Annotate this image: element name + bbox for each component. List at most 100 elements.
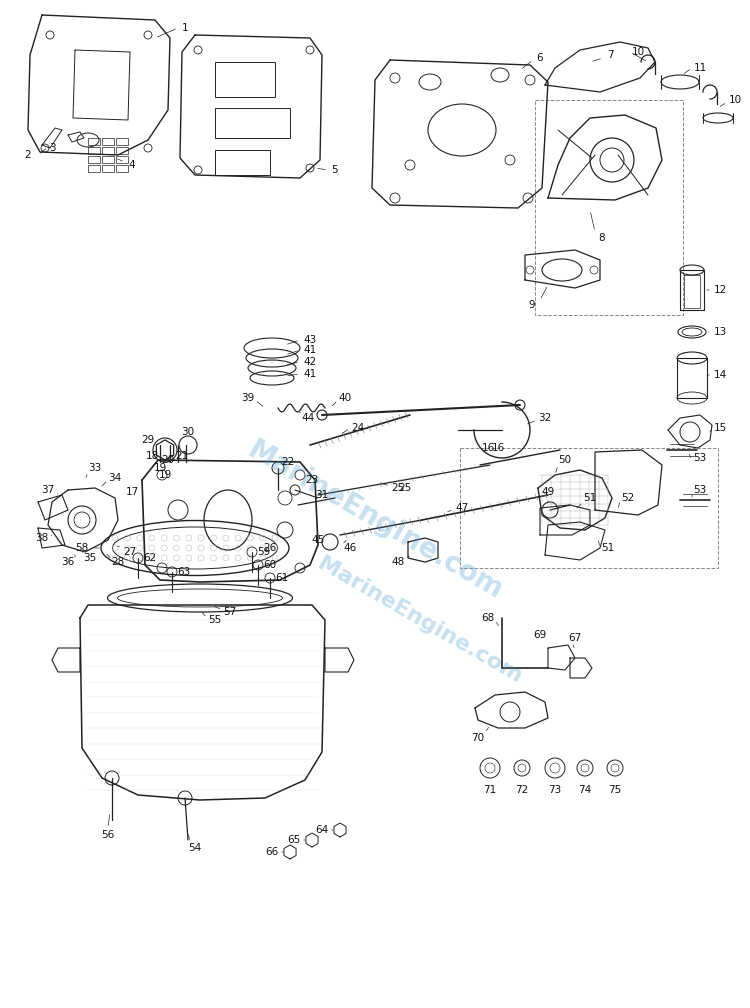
Text: 38: 38 — [35, 533, 49, 543]
Text: 68: 68 — [482, 613, 495, 623]
Bar — [116, 147, 128, 154]
Text: 51: 51 — [602, 543, 615, 553]
Bar — [116, 165, 128, 172]
Bar — [116, 156, 128, 163]
Text: 6: 6 — [537, 53, 543, 62]
Text: MarineEngine.com: MarineEngine.com — [314, 553, 526, 686]
Bar — [116, 138, 128, 145]
Text: 56: 56 — [101, 830, 115, 840]
Bar — [88, 165, 100, 172]
Text: 24: 24 — [351, 423, 364, 433]
Text: 25: 25 — [392, 483, 405, 493]
Text: 63: 63 — [177, 566, 190, 577]
Text: 44: 44 — [302, 413, 315, 423]
Text: 5: 5 — [332, 165, 338, 175]
Text: 8: 8 — [598, 233, 605, 243]
Text: 36: 36 — [62, 557, 74, 566]
Text: 61: 61 — [275, 573, 289, 583]
Text: 1: 1 — [182, 23, 188, 33]
Text: 67: 67 — [568, 633, 582, 643]
Text: 50: 50 — [559, 455, 572, 465]
Text: 48: 48 — [392, 557, 405, 566]
Text: 72: 72 — [515, 785, 529, 795]
Text: 17: 17 — [125, 487, 139, 497]
Text: 42: 42 — [303, 357, 316, 367]
Text: 12: 12 — [713, 285, 727, 295]
Text: 73: 73 — [548, 785, 562, 795]
Text: 65: 65 — [287, 835, 301, 845]
Text: 35: 35 — [83, 553, 97, 563]
Text: 60: 60 — [263, 560, 277, 570]
Text: 49: 49 — [542, 487, 554, 497]
Text: 10: 10 — [728, 95, 742, 105]
Text: 47: 47 — [455, 503, 469, 513]
Text: 69: 69 — [533, 630, 547, 640]
Text: 3: 3 — [49, 143, 55, 153]
Bar — [102, 156, 114, 163]
Text: 29: 29 — [141, 435, 154, 445]
Text: 66: 66 — [266, 847, 279, 857]
Text: 7: 7 — [607, 50, 613, 60]
Text: 54: 54 — [188, 843, 202, 853]
Text: 16: 16 — [482, 443, 495, 453]
Bar — [88, 156, 100, 163]
Text: 55: 55 — [209, 615, 222, 625]
Text: 64: 64 — [315, 825, 328, 835]
Text: 21: 21 — [176, 451, 189, 461]
Text: 11: 11 — [693, 62, 706, 73]
Text: 62: 62 — [143, 553, 157, 563]
Text: 58: 58 — [75, 543, 88, 553]
Bar — [88, 138, 100, 145]
Bar — [102, 147, 114, 154]
Text: 27: 27 — [123, 547, 136, 557]
Text: 25: 25 — [398, 483, 412, 493]
Text: 4: 4 — [129, 160, 135, 170]
Text: 45: 45 — [311, 535, 325, 545]
Bar — [215, 108, 290, 138]
Text: 2: 2 — [25, 150, 32, 160]
Text: 14: 14 — [713, 370, 727, 380]
Text: 51: 51 — [584, 493, 597, 503]
Bar — [535, 100, 683, 314]
Bar — [215, 62, 275, 97]
Text: 52: 52 — [621, 493, 634, 503]
Text: 10: 10 — [632, 47, 644, 57]
Bar — [88, 147, 100, 154]
Text: 70: 70 — [472, 733, 484, 743]
Text: 19: 19 — [158, 470, 172, 480]
Text: 59: 59 — [257, 547, 271, 557]
Text: 53: 53 — [693, 485, 706, 495]
Text: 30: 30 — [182, 427, 194, 437]
Text: 39: 39 — [242, 393, 254, 403]
Text: 23: 23 — [305, 475, 319, 485]
Text: 9: 9 — [529, 300, 536, 310]
Text: 43: 43 — [303, 335, 316, 345]
Bar — [102, 138, 114, 145]
Text: 37: 37 — [41, 485, 55, 495]
Text: 46: 46 — [344, 543, 357, 553]
Text: 34: 34 — [108, 473, 122, 483]
Bar — [460, 448, 718, 568]
Text: 53: 53 — [693, 453, 706, 463]
Text: 71: 71 — [483, 785, 496, 795]
Text: 20: 20 — [161, 455, 175, 465]
Text: 57: 57 — [224, 607, 237, 617]
Text: MarineEngine.com: MarineEngine.com — [242, 435, 508, 605]
Text: 40: 40 — [338, 393, 352, 403]
Text: 33: 33 — [88, 463, 102, 473]
Text: 74: 74 — [578, 785, 592, 795]
Text: 32: 32 — [538, 413, 551, 423]
Text: 18: 18 — [146, 451, 159, 461]
Text: 31: 31 — [315, 490, 328, 500]
Text: 28: 28 — [111, 557, 125, 566]
Bar — [102, 165, 114, 172]
Text: 75: 75 — [608, 785, 622, 795]
Text: 41: 41 — [303, 369, 316, 379]
Text: 26: 26 — [263, 543, 277, 553]
Text: 19: 19 — [153, 463, 166, 473]
Bar — [215, 150, 270, 175]
Text: 16: 16 — [491, 443, 505, 453]
Text: 15: 15 — [713, 423, 727, 433]
Text: 13: 13 — [713, 327, 727, 337]
Text: 41: 41 — [303, 345, 316, 355]
